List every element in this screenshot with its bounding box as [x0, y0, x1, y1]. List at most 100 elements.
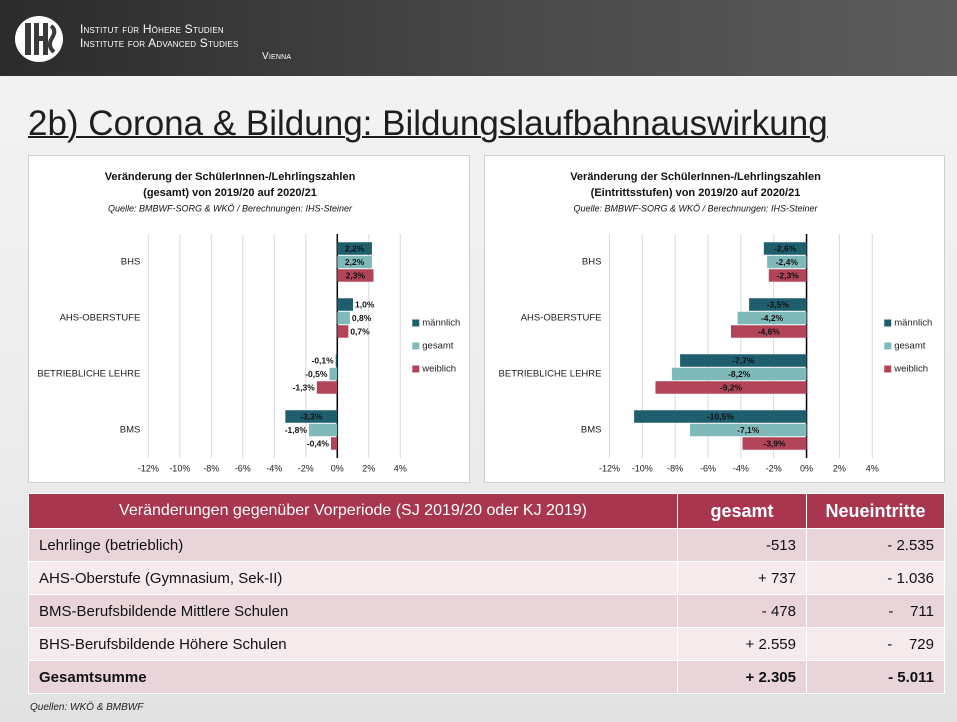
legend-label: männlich	[894, 318, 932, 329]
legend-swatch	[884, 366, 891, 373]
table-row: Gesamtsumme+ 2.305- 5.011	[29, 661, 945, 694]
data-label: -3,9%	[763, 438, 786, 448]
category-label: AHS-OBERSTUFE	[521, 313, 602, 324]
data-label: -10,5%	[707, 411, 734, 421]
slide: {"header": {"line1": "Institut für Höher…	[0, 0, 957, 722]
institute-name-en: Institute for Advanced Studies	[80, 36, 239, 50]
category-label: BETRIEBLICHE LEHRE	[37, 369, 140, 380]
data-label: -2,6%	[774, 243, 797, 253]
table-cell: - 1.036	[807, 562, 945, 595]
chart-subtitle: Quelle: BMBWF-SORG & WKÖ / Berechnungen:…	[573, 203, 818, 213]
table-cell: BHS-Berufsbildende Höhere Schulen	[29, 628, 678, 661]
legend-label: männlich	[422, 318, 460, 329]
bar	[336, 354, 338, 367]
data-label: -1,8%	[285, 425, 308, 435]
table-cell: - 711	[807, 595, 945, 628]
legend-swatch	[412, 320, 419, 327]
x-tick-label: -6%	[235, 463, 251, 473]
category-label: BMS	[581, 425, 602, 436]
table-cell: - 5.011	[807, 661, 945, 694]
data-label: 2,2%	[345, 243, 365, 253]
table-cell: + 2.559	[678, 628, 807, 661]
institute-name-de: Institut für Höhere Studien	[80, 22, 224, 36]
institute-city: Vienna	[262, 51, 291, 62]
category-label: BMS	[120, 425, 141, 436]
legend-label: gesamt	[422, 341, 454, 352]
bar	[317, 381, 337, 394]
summary-table: Veränderungen gegenüber Vorperiode (SJ 2…	[28, 493, 945, 694]
legend-swatch	[412, 366, 419, 373]
x-tick-label: -8%	[667, 463, 683, 473]
bar	[331, 437, 337, 450]
x-tick-label: -10%	[632, 463, 653, 473]
x-tick-label: -2%	[298, 463, 314, 473]
category-label: BETRIEBLICHE LEHRE	[499, 369, 602, 380]
data-label: 2,2%	[345, 257, 365, 267]
data-label: 2,3%	[346, 270, 366, 280]
legend-swatch	[412, 343, 419, 350]
chart-title: (gesamt) von 2019/20 auf 2020/21	[143, 187, 317, 199]
table-row: BMS-Berufsbildende Mittlere Schulen- 478…	[29, 595, 945, 628]
chart: Veränderung der SchülerInnen-/Lehrlingsz…	[28, 155, 470, 483]
table-cell: Gesamtsumme	[29, 661, 678, 694]
legend-label: weiblich	[893, 364, 928, 375]
table-row: AHS-Oberstufe (Gymnasium, Sek-II)+ 737- …	[29, 562, 945, 595]
logo	[14, 14, 74, 64]
table-cell: BMS-Berufsbildende Mittlere Schulen	[29, 595, 678, 628]
data-label: -1,3%	[293, 382, 316, 392]
chart-subtitle: Quelle: BMBWF-SORG & WKÖ / Berechnungen:…	[108, 203, 353, 213]
data-label: -9,2%	[720, 382, 743, 392]
x-tick-label: 4%	[866, 463, 879, 473]
data-label: -4,6%	[758, 326, 781, 336]
data-label: -7,7%	[732, 355, 755, 365]
x-tick-label: -4%	[266, 463, 282, 473]
chart-title: Veränderung der SchülerInnen-/Lehrlingsz…	[570, 171, 821, 183]
data-label: 0,8%	[352, 313, 372, 323]
data-label: -8,2%	[728, 369, 751, 379]
chart: Veränderung der SchülerInnen-/Lehrlingsz…	[484, 155, 945, 483]
x-tick-label: -2%	[766, 463, 782, 473]
data-label: -2,3%	[777, 270, 800, 280]
data-label: -3,3%	[300, 411, 323, 421]
chart-title: Veränderung der SchülerInnen-/Lehrlingsz…	[105, 171, 356, 183]
data-label: -0,5%	[305, 369, 328, 379]
header-cell: Veränderungen gegenüber Vorperiode (SJ 2…	[29, 494, 678, 529]
table-cell: + 2.305	[678, 661, 807, 694]
x-tick-label: 0%	[800, 463, 813, 473]
bar	[337, 298, 353, 311]
x-tick-label: -12%	[138, 463, 159, 473]
x-tick-label: -6%	[700, 463, 716, 473]
data-label: -3,5%	[767, 299, 790, 309]
table-cell: - 729	[807, 628, 945, 661]
x-tick-label: -10%	[169, 463, 190, 473]
category-label: BHS	[121, 257, 141, 268]
data-label: 0,7%	[350, 326, 370, 336]
bar	[309, 424, 337, 437]
category-label: AHS-OBERSTUFE	[60, 313, 141, 324]
table-cell: -513	[678, 529, 807, 562]
x-tick-label: -12%	[599, 463, 620, 473]
data-label: 1,0%	[355, 299, 375, 309]
header-cell: gesamt	[678, 494, 807, 529]
legend-label: weiblich	[421, 364, 456, 375]
table-cell: AHS-Oberstufe (Gymnasium, Sek-II)	[29, 562, 678, 595]
table-cell: - 2.535	[807, 529, 945, 562]
data-label: -2,4%	[776, 257, 799, 267]
data-label: -4,2%	[761, 313, 784, 323]
header-band: Institut für Höhere Studien Institute fo…	[0, 0, 957, 76]
bar	[329, 368, 337, 381]
chart-title: (Eintrittsstufen) von 2019/20 auf 2020/2…	[591, 187, 801, 199]
legend-swatch	[884, 320, 891, 327]
category-label: BHS	[582, 257, 602, 268]
data-label: -7,1%	[737, 425, 760, 435]
slide-title: 2b) Corona & Bildung: Bildungslaufbahnau…	[28, 104, 828, 144]
data-label: -0,4%	[307, 438, 330, 448]
x-tick-label: 2%	[833, 463, 846, 473]
table-cell: - 478	[678, 595, 807, 628]
table-header: Veränderungen gegenüber Vorperiode (SJ 2…	[29, 494, 945, 529]
x-tick-label: 2%	[362, 463, 375, 473]
header-cell: Neueintritte	[807, 494, 945, 529]
x-tick-label: 4%	[394, 463, 407, 473]
x-tick-label: -8%	[203, 463, 219, 473]
x-tick-label: 0%	[331, 463, 344, 473]
